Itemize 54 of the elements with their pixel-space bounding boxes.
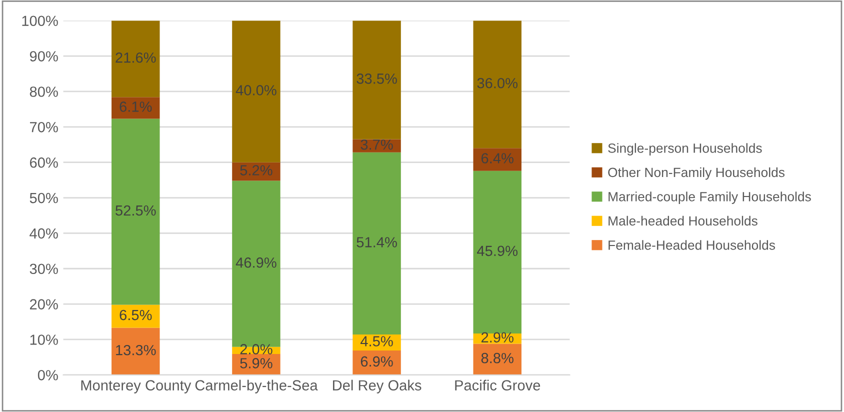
bar (473, 148, 522, 171)
bar (473, 20, 522, 148)
data-label: 8.8% (481, 352, 514, 364)
data-label: 21.6% (116, 52, 156, 63)
x-tick-label: Monterey County (81, 380, 192, 394)
data-label: 51.4% (356, 237, 397, 248)
legend-label: Married-couple Family Households (608, 192, 811, 204)
y-tick-label: 100% (22, 16, 58, 26)
bar (112, 328, 160, 375)
data-label: 46.9% (236, 257, 276, 268)
data-label: 2.0% (240, 344, 272, 354)
data-label: 6.1% (120, 102, 152, 112)
bar (352, 350, 401, 375)
x-tick-label: Del Rey Oaks (333, 380, 422, 394)
bar (112, 304, 160, 328)
data-label: 4.5% (360, 336, 393, 346)
data-label: 6.5% (120, 310, 152, 320)
y-tick-label: 60% (30, 157, 58, 168)
y-tick-label: 90% (30, 51, 58, 62)
y-tick-label: 10% (30, 334, 58, 345)
data-label: 2.9% (481, 332, 514, 343)
data-label: 33.5% (356, 74, 397, 84)
legend-label: Female-Headed Households (608, 240, 776, 250)
y-tick-label: 30% (30, 264, 58, 274)
data-label: 45.9% (477, 246, 518, 256)
bar (473, 170, 522, 334)
data-label: 6.4% (481, 153, 514, 164)
data-label: 40.0% (236, 85, 276, 96)
data-label: 13.3% (116, 344, 156, 356)
bar (112, 97, 160, 119)
bar (232, 162, 280, 181)
legend-label: Male-headed Households (608, 216, 758, 226)
data-label: 6.9% (360, 356, 393, 367)
bar (352, 152, 401, 335)
y-tick-label: 80% (30, 86, 58, 97)
y-tick-label: 40% (30, 228, 58, 239)
bar (473, 344, 522, 375)
y-tick-label: 20% (30, 299, 58, 310)
bar (232, 20, 280, 162)
data-label: 36.0% (477, 78, 518, 88)
data-label: 5.2% (240, 165, 272, 176)
x-tick-label: Pacific Grove (455, 380, 540, 390)
y-tick-label: 0% (38, 370, 58, 380)
data-label: 52.5% (116, 205, 156, 216)
legend-label: Other Non-Family Households (608, 167, 785, 180)
x-tick-label: Carmel-by-the-Sea (195, 380, 318, 394)
data-label: 3.7% (360, 139, 393, 150)
y-tick-label: 70% (30, 122, 58, 132)
legend-label: Single-person Households (608, 143, 762, 156)
bar (112, 118, 160, 305)
bar (352, 20, 401, 140)
bar (112, 20, 160, 98)
y-tick-label: 50% (30, 192, 58, 204)
data-label: 5.9% (240, 358, 272, 368)
